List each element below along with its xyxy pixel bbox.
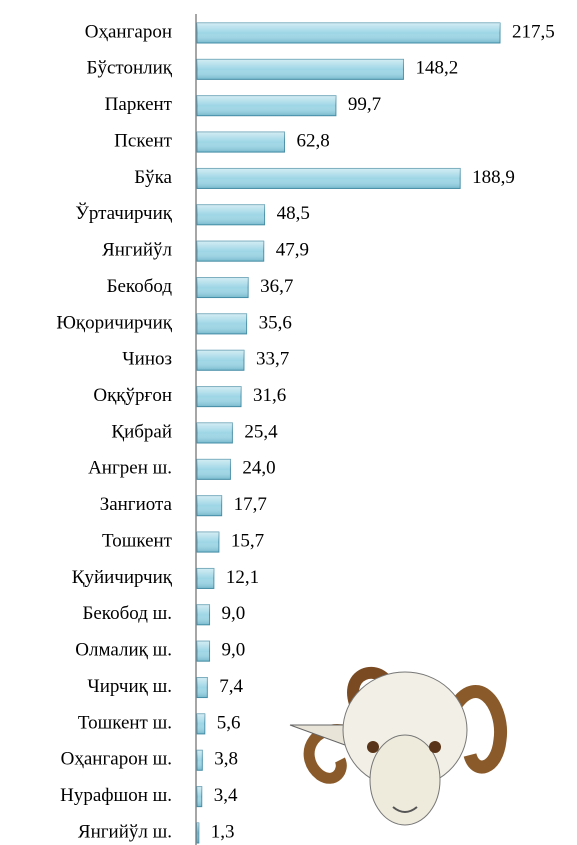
category-label: Бекобод ш. [82, 603, 172, 624]
bar-shade [197, 786, 202, 807]
value-label: 48,5 [277, 203, 310, 224]
bar-shade [197, 204, 265, 225]
category-label: Ангрен ш. [88, 458, 172, 479]
bar-shade [197, 713, 205, 734]
value-label: 31,6 [253, 385, 286, 406]
bar-shade [197, 59, 404, 80]
value-label: 3,8 [214, 749, 238, 770]
value-label: 25,4 [244, 421, 278, 442]
category-label: Чиноз [122, 349, 172, 370]
bar-shade [197, 459, 231, 480]
value-label: 9,0 [222, 603, 246, 624]
value-label: 188,9 [472, 167, 515, 188]
category-label: Оққўрғон [93, 385, 172, 406]
value-label: 5,6 [217, 712, 241, 733]
value-label: 1,3 [211, 821, 235, 842]
value-label: 12,1 [226, 567, 259, 588]
category-label: Пскент [114, 130, 173, 151]
value-label: 15,7 [231, 530, 264, 551]
category-label: Олмалиқ ш. [75, 640, 172, 661]
bar-shade [197, 532, 219, 553]
bar-shade [197, 641, 210, 662]
value-label: 35,6 [259, 312, 292, 333]
bar-shade [197, 132, 285, 153]
value-label: 217,5 [512, 21, 555, 42]
value-label: 62,8 [296, 130, 329, 151]
category-label: Оҳангарон ш. [61, 749, 172, 770]
bar-shade [197, 241, 264, 262]
value-label: 99,7 [348, 94, 381, 115]
category-label: Янгийўл ш. [78, 821, 172, 842]
value-label: 3,4 [214, 785, 238, 806]
bar-shade [197, 823, 199, 843]
value-label: 47,9 [276, 240, 309, 261]
bar-shade [197, 495, 222, 516]
value-label: 24,0 [242, 458, 275, 479]
category-label: Тошкент [102, 530, 173, 551]
bar-shade [197, 677, 208, 698]
value-label: 36,7 [260, 276, 293, 297]
category-label: Ўртачирчиқ [75, 202, 172, 224]
value-label: 9,0 [222, 640, 246, 661]
bar-shade [197, 423, 233, 443]
value-label: 148,2 [415, 58, 458, 79]
category-label: Нурафшон ш. [60, 785, 172, 806]
category-label: Паркент [105, 94, 173, 115]
category-label: Янгийўл [102, 240, 172, 261]
category-label: Зангиота [100, 494, 173, 515]
value-label: 17,7 [234, 494, 267, 515]
bar-shade [197, 568, 214, 589]
bar-shade [197, 604, 210, 625]
bar-shade [197, 168, 461, 189]
ram-illustration [289, 666, 508, 826]
category-label: Юқоричирчиқ [56, 312, 172, 333]
bar-shade [197, 23, 500, 43]
bar-shade [197, 750, 203, 771]
category-label: Тошкент ш. [78, 712, 172, 733]
category-label: Чирчиқ ш. [87, 676, 172, 697]
category-label: Бўка [134, 167, 172, 188]
category-label: Бўстонлиқ [87, 58, 173, 79]
bar-shade [197, 350, 244, 371]
bar-shade [197, 95, 336, 116]
bar-shade [197, 277, 249, 298]
category-label: Бекобод [107, 276, 173, 297]
category-label: Қибрай [111, 421, 172, 442]
bar-shade [197, 313, 247, 334]
category-label: Қуйичирчиқ [72, 567, 173, 588]
category-label: Оҳангарон [85, 21, 172, 42]
value-label: 7,4 [219, 676, 243, 697]
bar-shade [197, 386, 242, 407]
value-label: 33,7 [256, 349, 289, 370]
